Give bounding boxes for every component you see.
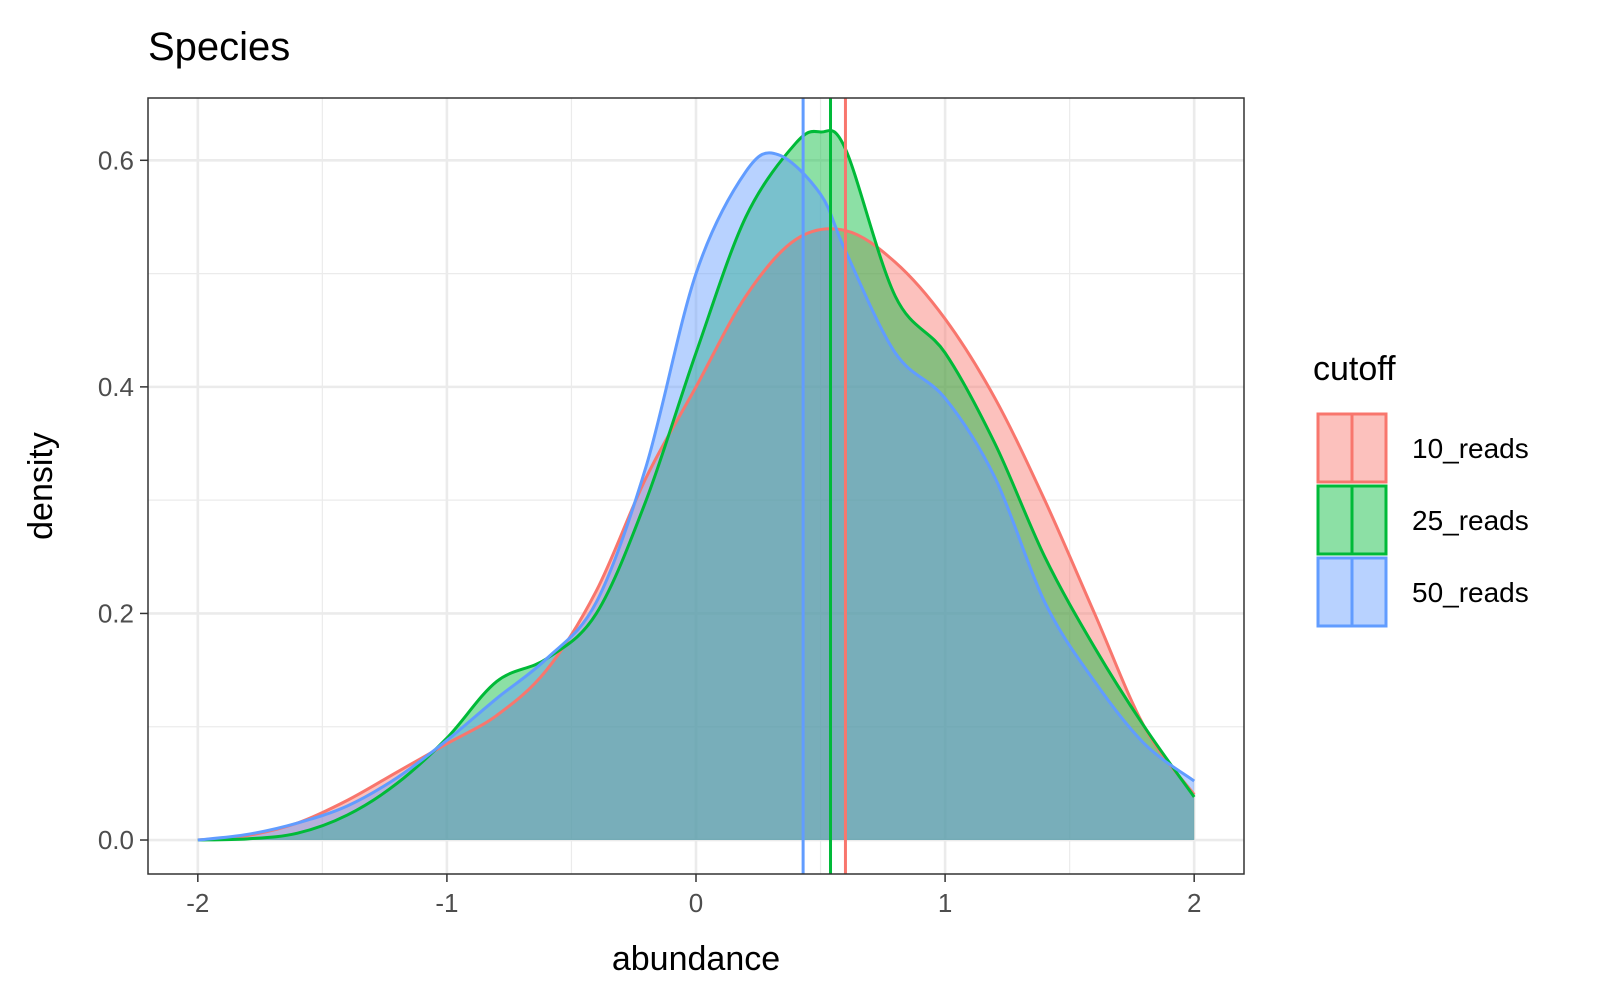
x-tick-label: 1: [938, 888, 952, 918]
legend-label: 25_reads: [1412, 505, 1529, 536]
mean-lines: [801, 98, 847, 874]
y-tick-label: 0.0: [98, 825, 134, 855]
legend-item-50_reads: 50_reads: [1316, 556, 1529, 628]
density-line-25_reads: [197, 129, 1196, 842]
x-tick-label: -1: [435, 888, 458, 918]
y-tick-label: 0.2: [98, 598, 134, 628]
density-lines: [197, 129, 1196, 842]
x-axis: -2 -1 0 1 2: [186, 874, 1201, 918]
density-area-10_reads: [197, 228, 1195, 841]
legend-item-25_reads: 25_reads: [1316, 484, 1529, 556]
density-area-50_reads: [197, 152, 1195, 841]
y-axis-title: density: [22, 432, 60, 540]
legend-label: 10_reads: [1412, 433, 1529, 464]
y-tick-label: 0.4: [98, 372, 134, 402]
density-area-25_reads: [197, 130, 1195, 841]
density-line-10_reads: [197, 227, 1196, 842]
y-axis: 0.0 0.2 0.4 0.6: [98, 145, 148, 855]
legend: cutoff 10_reads 25_reads 50_reads: [1313, 350, 1529, 628]
x-tick-label: -2: [186, 888, 209, 918]
x-tick-label: 0: [689, 888, 703, 918]
density-line-50_reads: [197, 151, 1196, 842]
legend-label: 50_reads: [1412, 577, 1529, 608]
x-axis-title: abundance: [612, 940, 780, 978]
y-tick-label: 0.6: [98, 145, 134, 175]
density-areas: [197, 130, 1195, 841]
legend-item-10_reads: 10_reads: [1316, 412, 1529, 484]
chart-title: Species: [148, 25, 290, 69]
legend-title: cutoff: [1313, 350, 1396, 388]
x-tick-label: 2: [1187, 888, 1201, 918]
